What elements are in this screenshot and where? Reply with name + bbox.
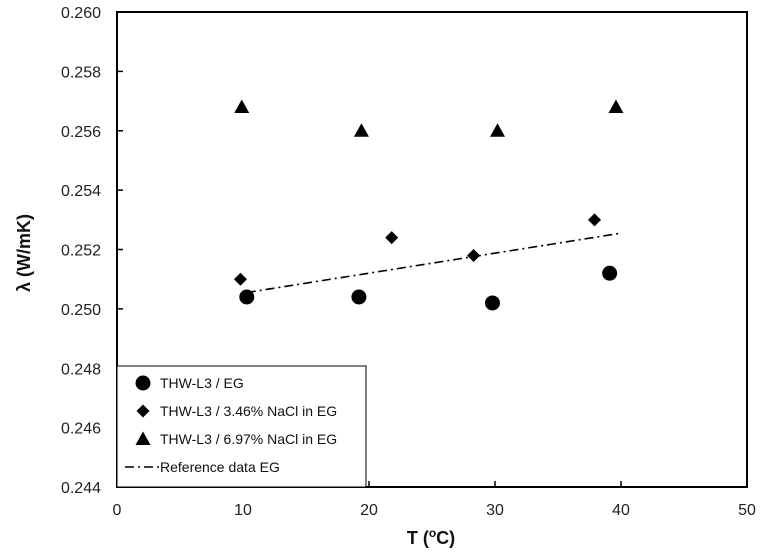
y-tick-label: 0.252 xyxy=(61,243,101,260)
x-tick-label: 30 xyxy=(486,502,504,519)
x-axis-title-sup: o xyxy=(429,526,436,540)
y-tick-labels: 0.244 0.246 0.248 0.250 0.252 0.254 0.256 0.258… xyxy=(61,5,101,497)
data-marks xyxy=(233,99,624,311)
legend-label: THW-L3 / 3.46% NaCl in EG xyxy=(160,403,337,419)
data-point-diamond xyxy=(385,231,399,245)
legend-swatch-triangle xyxy=(135,431,151,445)
data-point-triangle xyxy=(490,123,506,137)
data-point-triangle xyxy=(608,99,624,113)
x-tick-label: 10 xyxy=(234,502,252,519)
x-tick-label: 0 xyxy=(113,502,122,519)
y-tick-label: 0.256 xyxy=(61,124,101,141)
legend-label: THW-L3 / EG xyxy=(160,375,244,391)
plot-area-frame xyxy=(116,11,748,488)
legend-swatch-circle xyxy=(135,375,151,391)
x-axis-title-main: T ( xyxy=(407,528,429,548)
data-point-diamond xyxy=(467,248,481,262)
x-tick-label: 20 xyxy=(360,502,378,519)
x-tick-label: 50 xyxy=(738,502,756,519)
y-tick-label: 0.246 xyxy=(61,421,101,438)
legend-swatch-diamond xyxy=(136,404,150,418)
reference-line xyxy=(246,232,622,294)
y-tick-label: 0.248 xyxy=(61,361,101,378)
data-point-triangle xyxy=(353,123,369,137)
x-tick-labels: 0 10 20 30 40 50 xyxy=(113,502,756,519)
data-point-circle xyxy=(239,289,255,305)
data-point-circle xyxy=(351,289,367,305)
y-tick-label: 0.260 xyxy=(61,5,101,22)
y-tick-label: 0.258 xyxy=(61,64,101,81)
y-tick-label: 0.250 xyxy=(61,302,101,319)
y-axis-title: λ (W/mK) xyxy=(14,214,34,292)
x-axis-title-suffix: C) xyxy=(436,528,455,548)
data-point-triangle xyxy=(234,99,250,113)
y-tick-label: 0.254 xyxy=(61,183,101,200)
data-point-diamond xyxy=(588,213,602,227)
legend-label: THW-L3 / 6.97% NaCl in EG xyxy=(160,431,337,447)
legend-label: Reference data EG xyxy=(160,459,280,475)
x-axis-title: T (oC) xyxy=(407,526,455,548)
data-point-circle xyxy=(602,265,618,281)
legend: THW-L3 / EG THW-L3 / 3.46% NaCl in EG THW-… xyxy=(116,365,367,488)
data-point-circle xyxy=(484,295,500,311)
x-tick-label: 40 xyxy=(612,502,630,519)
data-point-diamond xyxy=(233,272,247,286)
y-tick-label: 0.244 xyxy=(61,480,101,497)
